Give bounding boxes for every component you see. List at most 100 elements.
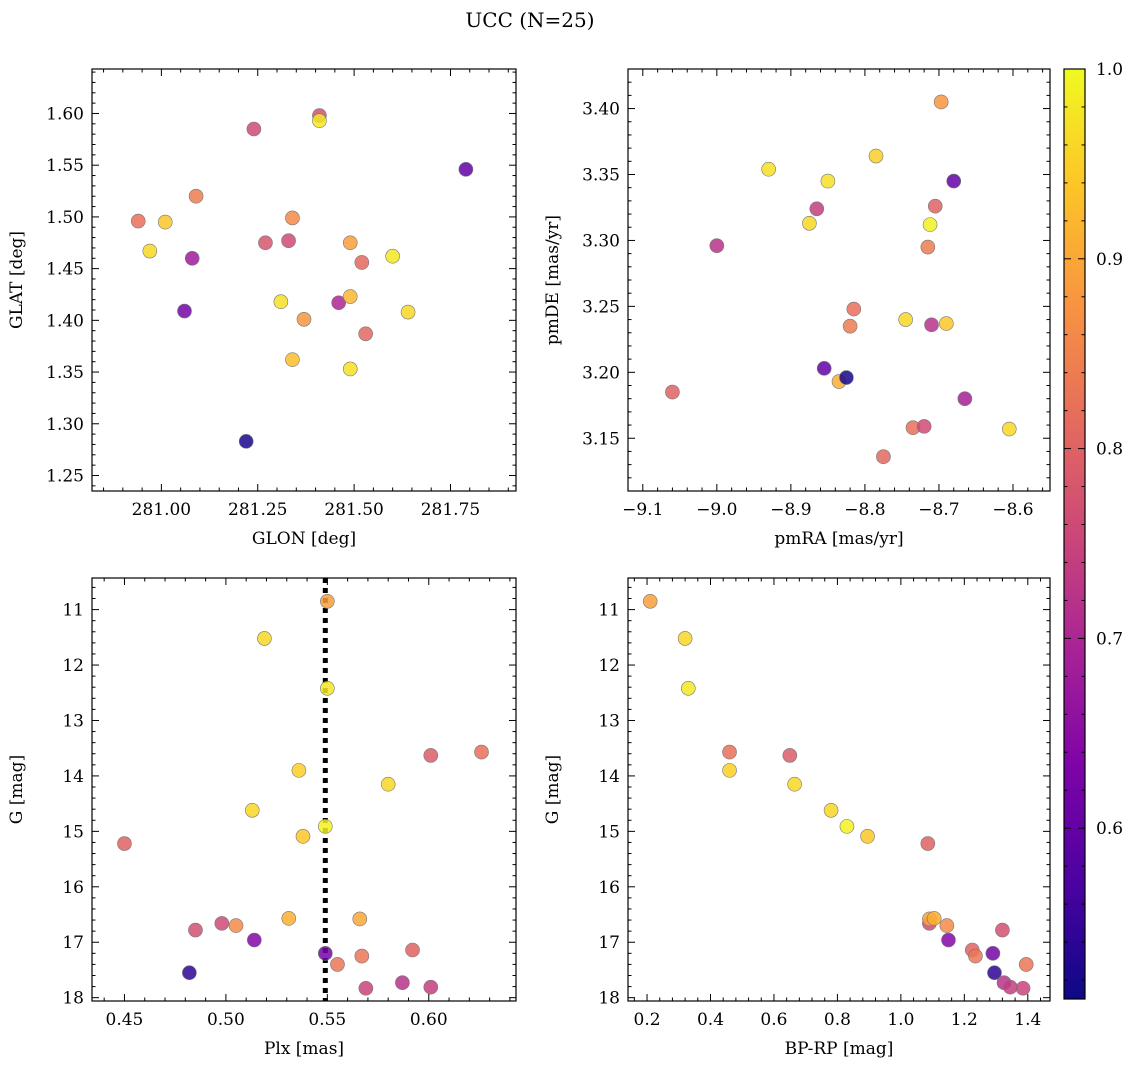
data-point — [354, 255, 370, 270]
data-point — [839, 370, 854, 385]
data-point — [820, 173, 836, 189]
x-tick-label: 1.4 — [1014, 1010, 1041, 1030]
colorbar-frame — [1063, 68, 1086, 1000]
data-point — [987, 965, 1002, 981]
panel-plx-g: 0.45 0.50 0.55 0.60 11 12 13 14 15 16 17 18 Plx [mas… — [7, 577, 517, 1059]
data-point — [273, 294, 289, 310]
data-point — [787, 776, 802, 792]
data-point — [246, 932, 262, 948]
y-axis-label: GLAT [deg] — [7, 231, 27, 329]
data-point — [816, 361, 832, 376]
y-tick-label: 11 — [62, 601, 84, 621]
data-point — [995, 922, 1010, 938]
data-point — [342, 235, 358, 251]
data-point — [281, 911, 297, 926]
data-point — [709, 238, 725, 254]
y-tick-label: 14 — [598, 767, 620, 787]
data-point — [968, 948, 983, 964]
data-point — [246, 121, 262, 137]
data-point — [916, 419, 932, 434]
colorbar-tick-label: 0.6 — [1096, 819, 1123, 839]
data-point — [318, 946, 333, 961]
y-tick-label: 1.50 — [46, 208, 84, 228]
data-point — [228, 918, 244, 933]
y-tick-label: 17 — [598, 933, 620, 953]
panel-bprp-g: 0.2 0.4 0.6 0.8 1.0 1.2 1.4 11 12 13 14 15 16 17 18 BP-… — [543, 577, 1051, 1059]
data-point — [258, 235, 273, 251]
data-point — [823, 802, 839, 818]
data-point — [474, 744, 489, 760]
data-point — [846, 301, 862, 317]
data-point — [933, 94, 949, 110]
data-point — [320, 593, 335, 609]
y-tick-label: 3.15 — [582, 429, 620, 449]
data-point — [876, 449, 891, 465]
data-point — [405, 942, 420, 958]
plot-frame — [91, 68, 517, 492]
data-point — [927, 198, 943, 214]
data-point — [839, 819, 855, 834]
x-tick-label: 0.55 — [308, 1010, 346, 1030]
data-point — [291, 763, 307, 778]
data-point — [722, 763, 737, 778]
data-point — [330, 957, 345, 972]
data-point — [985, 946, 1001, 961]
data-point — [868, 148, 884, 164]
data-point — [385, 248, 400, 264]
data-point — [281, 233, 296, 248]
data-point — [842, 318, 858, 334]
data-point — [285, 352, 300, 367]
y-tick-label: 13 — [598, 711, 620, 731]
y-tick-label: 18 — [62, 989, 84, 1009]
x-tick-label: −8.9 — [770, 500, 811, 520]
data-point — [244, 802, 260, 818]
x-tick-label: 0.2 — [634, 1010, 661, 1030]
y-tick-label: 3.35 — [582, 166, 620, 186]
data-point — [939, 918, 955, 933]
y-tick-label: 3.30 — [582, 231, 620, 251]
data-point — [926, 911, 942, 926]
data-point — [1003, 979, 1018, 995]
y-tick-label: 1.45 — [46, 260, 84, 280]
x-tick-label: 281.50 — [324, 500, 383, 520]
data-point — [802, 215, 817, 231]
y-tick-label: 11 — [598, 601, 620, 621]
data-point — [677, 631, 693, 646]
x-tick-label: 0.45 — [106, 1010, 144, 1030]
y-tick-label: 1.35 — [46, 363, 84, 383]
colorbar-tick-label: 0.7 — [1096, 629, 1123, 649]
data-point — [642, 593, 658, 609]
data-point — [130, 213, 146, 229]
y-axis-label: G [mag] — [7, 755, 27, 824]
data-point — [680, 681, 696, 696]
x-tick-label: 281.00 — [132, 500, 191, 520]
y-tick-label: 3.40 — [582, 100, 620, 120]
x-axis-label: GLON [deg] — [252, 529, 356, 549]
data-point — [957, 391, 973, 406]
y-tick-label: 1.30 — [46, 415, 84, 435]
data-point — [939, 316, 954, 331]
plot-frame — [627, 68, 1051, 492]
data-point — [117, 836, 132, 851]
data-point — [860, 829, 875, 844]
y-tick-label: 16 — [598, 878, 620, 898]
x-tick-label: 281.25 — [228, 500, 287, 520]
data-point — [296, 312, 312, 327]
y-tick-label: 17 — [62, 933, 84, 953]
x-tick-label: −8.6 — [992, 500, 1033, 520]
data-point — [342, 289, 358, 304]
x-axis-label: pmRA [mas/yr] — [774, 529, 903, 549]
colorbar-tick-label: 1.0 — [1096, 60, 1123, 80]
data-point — [423, 748, 439, 763]
data-point — [400, 304, 416, 320]
data-point — [922, 217, 938, 232]
data-point — [182, 965, 197, 981]
data-point — [142, 243, 158, 259]
data-point — [898, 312, 913, 327]
y-tick-label: 1.25 — [46, 466, 84, 486]
y-axis-label: pmDE [mas/yr] — [543, 215, 563, 345]
x-tick-label: −8.8 — [844, 500, 885, 520]
data-point — [177, 303, 192, 319]
x-tick-label: 0.8 — [824, 1010, 851, 1030]
